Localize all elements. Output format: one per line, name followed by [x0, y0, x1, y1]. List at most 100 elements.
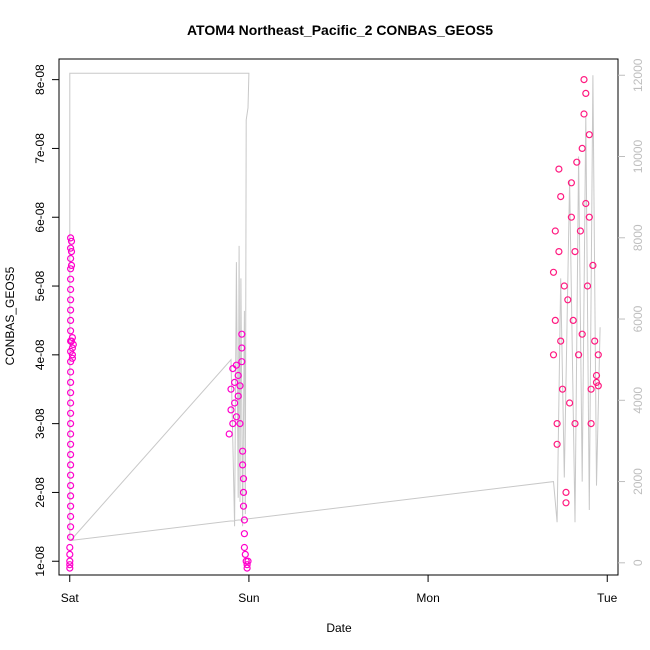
data-point [66, 316, 75, 324]
y2-tick-label: 6000 [631, 305, 645, 332]
data-point [66, 420, 75, 428]
data-point [66, 347, 75, 355]
data-point [565, 399, 574, 407]
data-point [592, 378, 601, 386]
data-point [231, 378, 239, 386]
data-point [240, 530, 248, 538]
data-point [585, 213, 593, 221]
y2-tick-label: 12000 [631, 58, 645, 92]
data-point [574, 351, 583, 359]
data-point [553, 420, 561, 428]
y2-tick-label: 2000 [631, 468, 645, 495]
data-point [567, 179, 576, 187]
y-tick-label: 8e-08 [33, 64, 47, 95]
data-point [66, 389, 75, 397]
data-point [239, 447, 247, 455]
data-point [549, 351, 558, 359]
x-axis-label: Date [326, 621, 352, 635]
data-point [553, 440, 561, 448]
data-point [232, 361, 240, 369]
data-point [66, 285, 75, 294]
data-point [66, 461, 75, 469]
data-point [66, 471, 75, 479]
data-point [580, 75, 588, 84]
y2-tick-label: 0 [631, 559, 645, 566]
data-point [66, 512, 75, 521]
data-point [231, 399, 239, 407]
data-point [66, 327, 75, 335]
x-tick-label: Sun [238, 591, 259, 605]
data-point [239, 502, 248, 510]
x-tick-label: Tue [597, 591, 618, 605]
y2-tick-label: 4000 [631, 387, 645, 414]
data-point [68, 344, 77, 352]
data-point [569, 316, 577, 324]
y-axis-label: CONBAS_GEOS5 [3, 266, 17, 365]
data-point [557, 193, 565, 201]
data-point [238, 344, 246, 352]
data-point [591, 337, 599, 345]
data-point [66, 409, 75, 417]
data-point [66, 523, 75, 531]
data-point [571, 248, 579, 256]
data-point [573, 158, 581, 166]
data-point [66, 275, 75, 283]
data-point [592, 371, 601, 380]
data-point [582, 199, 590, 208]
chart-title: ATOM4 Northeast_Pacific_2 CONBAS_GEOS5 [187, 22, 493, 38]
data-point [66, 368, 75, 376]
data-point [557, 337, 565, 345]
data-point [571, 420, 579, 428]
data-point [576, 227, 585, 235]
data-point [67, 337, 76, 345]
data-point [66, 492, 75, 500]
data-point [560, 282, 568, 290]
y-tick-label: 6e-08 [33, 202, 47, 233]
point-series-layer [66, 75, 602, 572]
data-point [236, 420, 244, 428]
data-point [227, 406, 235, 414]
data-point [66, 482, 75, 490]
y2-tick-label: 10000 [631, 140, 645, 174]
x-tick-label: Mon [416, 591, 439, 605]
data-point [66, 533, 75, 541]
data-point [234, 392, 242, 400]
data-point [580, 110, 588, 118]
data-point [238, 358, 246, 366]
data-point [578, 144, 586, 152]
data-point [68, 351, 77, 359]
y-tick-label: 5e-08 [33, 270, 47, 301]
data-point [229, 420, 237, 428]
data-point [555, 248, 563, 256]
data-point [562, 488, 570, 496]
data-point [66, 358, 75, 366]
data-point [587, 420, 595, 428]
data-point [582, 89, 590, 98]
y-tick-label: 4e-08 [33, 339, 47, 370]
data-point [243, 564, 251, 572]
data-point [67, 237, 76, 245]
data-point [558, 385, 567, 393]
data-point [551, 227, 559, 235]
data-point [68, 334, 77, 342]
y-tick-label: 2e-08 [33, 477, 47, 508]
data-point [587, 385, 595, 393]
data-point [66, 306, 75, 314]
data-point [232, 413, 240, 421]
data-point [225, 430, 233, 438]
data-point [594, 351, 602, 359]
data-point [564, 296, 572, 304]
data-point [66, 265, 75, 273]
data-point [551, 316, 559, 324]
data-point [240, 516, 248, 524]
data-point [227, 385, 235, 393]
data-point [240, 543, 248, 552]
data-point [66, 564, 74, 572]
data-point [66, 296, 75, 304]
data-point [567, 213, 576, 221]
data-point [66, 561, 74, 569]
y-tick-label: 7e-08 [33, 133, 47, 164]
data-point [69, 340, 77, 349]
data-point [66, 378, 75, 386]
